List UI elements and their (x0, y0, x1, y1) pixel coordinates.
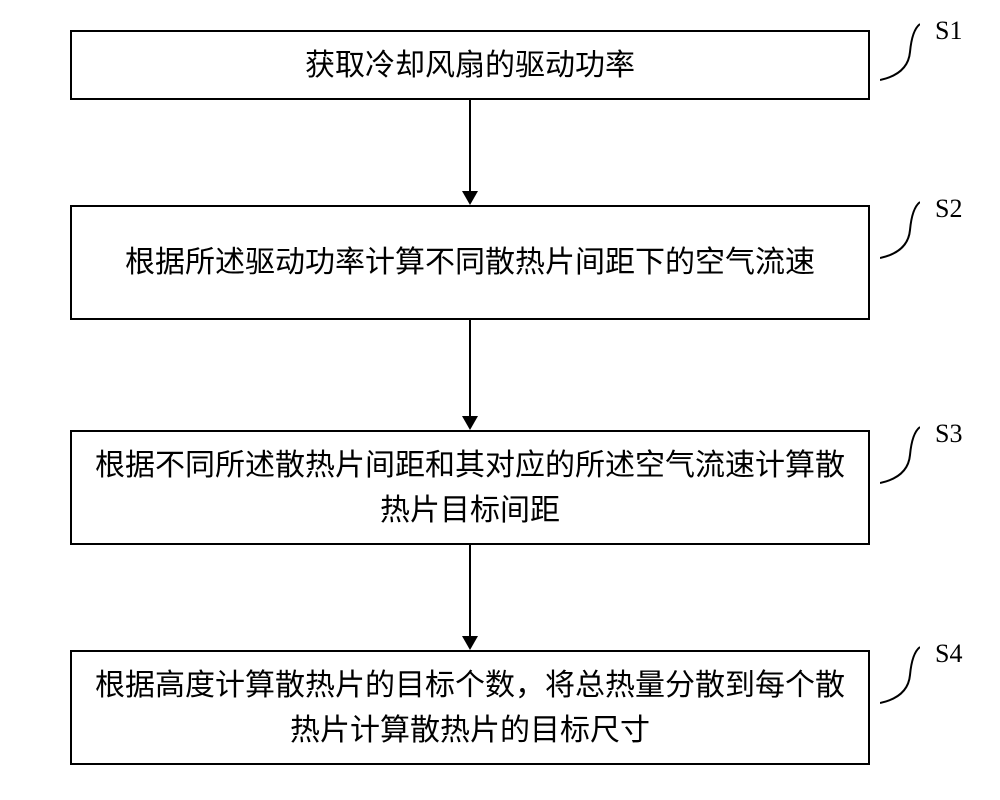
label-curve-s2 (880, 200, 920, 260)
arrow-head-2 (462, 416, 478, 430)
label-curve-s3 (880, 425, 920, 485)
step-label-s2: S2 (935, 194, 962, 224)
step-label-s3: S3 (935, 419, 962, 449)
arrow-head-1 (462, 191, 478, 205)
arrow-head-3 (462, 636, 478, 650)
flowchart-canvas: 获取冷却风扇的驱动功率 S1 根据所述驱动功率计算不同散热片间距下的空气流速 S… (0, 0, 1000, 800)
step-box-s4: 根据高度计算散热片的目标个数，将总热量分散到每个散热片计算散热片的目标尺寸 (70, 650, 870, 765)
step-text-s1: 获取冷却风扇的驱动功率 (305, 43, 635, 88)
step-text-s2: 根据所述驱动功率计算不同散热片间距下的空气流速 (125, 240, 815, 285)
step-label-s1: S1 (935, 16, 962, 46)
step-label-s4: S4 (935, 639, 962, 669)
step-text-s3: 根据不同所述散热片间距和其对应的所述空气流速计算散热片目标间距 (92, 443, 848, 533)
label-curve-s4 (880, 645, 920, 705)
arrow-line-3 (469, 545, 471, 636)
label-curve-s1 (880, 22, 920, 82)
step-text-s4: 根据高度计算散热片的目标个数，将总热量分散到每个散热片计算散热片的目标尺寸 (92, 663, 848, 753)
arrow-line-1 (469, 100, 471, 191)
step-box-s3: 根据不同所述散热片间距和其对应的所述空气流速计算散热片目标间距 (70, 430, 870, 545)
step-box-s2: 根据所述驱动功率计算不同散热片间距下的空气流速 (70, 205, 870, 320)
step-box-s1: 获取冷却风扇的驱动功率 (70, 30, 870, 100)
arrow-line-2 (469, 320, 471, 416)
